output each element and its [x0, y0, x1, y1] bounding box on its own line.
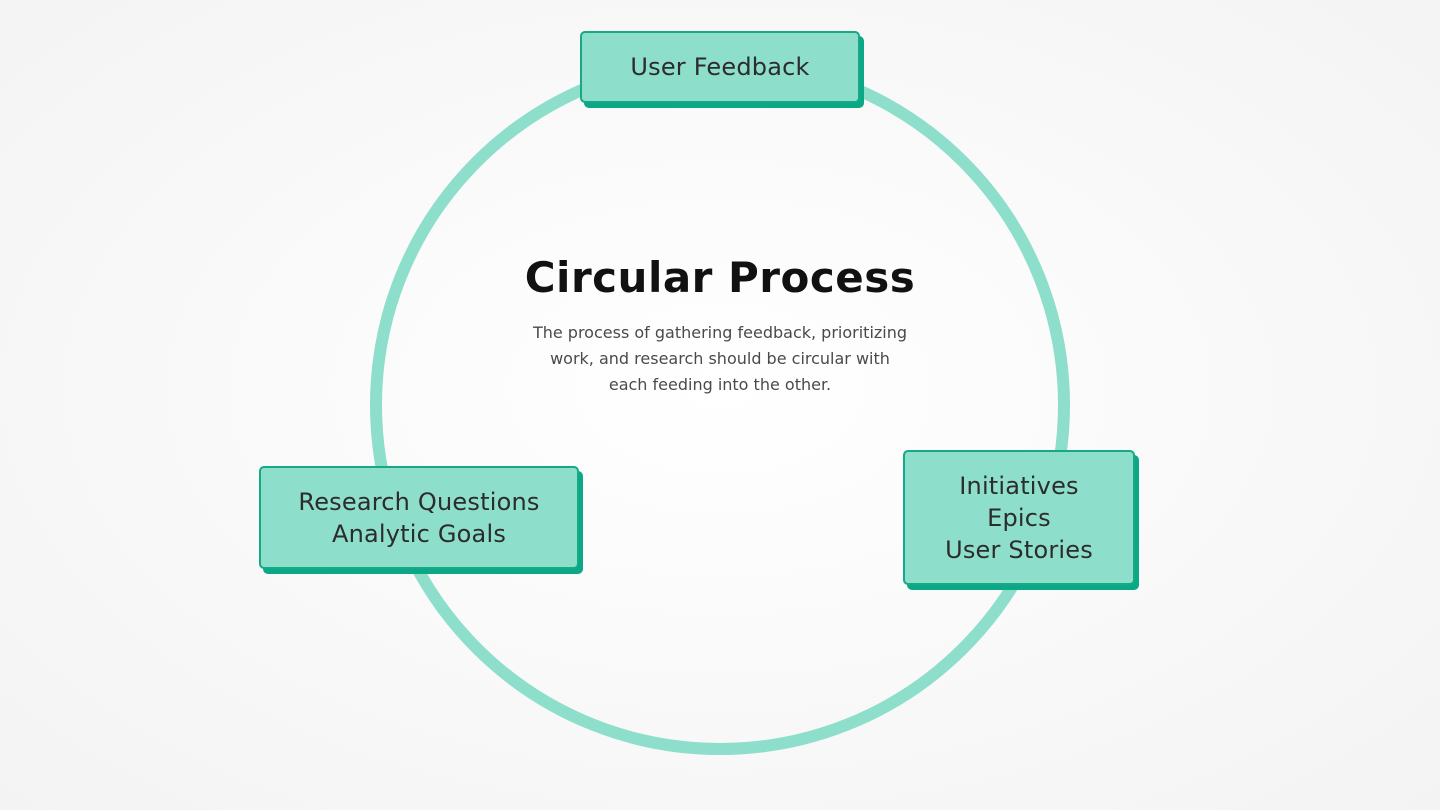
- description-line: each feeding into the other.: [608, 375, 832, 394]
- node-label: User Feedback: [630, 53, 810, 81]
- node-label: Analytic Goals: [331, 519, 507, 548]
- description-line: The process of gathering feedback, prior…: [532, 323, 908, 342]
- node-label: Epics: [987, 503, 1051, 532]
- node-label: Initiatives: [959, 471, 1079, 500]
- cycle-ring: [370, 55, 1070, 755]
- diagram-title: Circular Process: [524, 253, 916, 302]
- node-label: User Stories: [945, 535, 1093, 564]
- center-text: Circular Process The process of gatherin…: [520, 250, 920, 398]
- diagram-description: The process of gathering feedback, prior…: [520, 320, 920, 398]
- description-line: work, and research should be circular wi…: [550, 349, 890, 368]
- node-user-feedback[interactable]: User Feedback: [580, 31, 860, 103]
- node-initiatives[interactable]: Initiatives Epics User Stories: [903, 450, 1135, 585]
- node-label: Research Questions: [298, 487, 540, 516]
- node-research-questions[interactable]: Research Questions Analytic Goals: [259, 466, 579, 569]
